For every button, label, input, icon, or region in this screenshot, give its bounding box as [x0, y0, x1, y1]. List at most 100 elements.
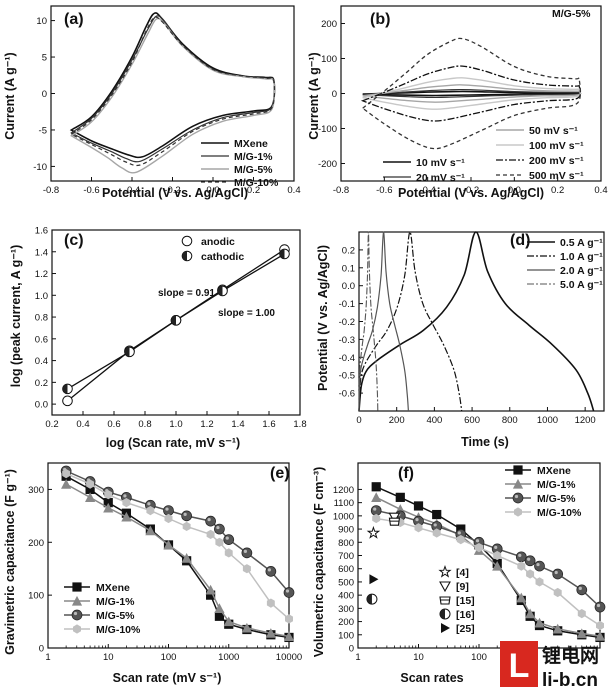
panel-f-data-point: [516, 592, 527, 603]
panel-e-data-point: [61, 479, 72, 489]
panel-e-data-point: [121, 511, 132, 522]
panel-f-data-point: [414, 523, 423, 533]
panel-a-xlabel: Potential (V vs. Ag/AgCl): [102, 186, 248, 200]
panel-a-ytick-label: -10: [33, 162, 47, 173]
panel-a-legend-item-text: M/G-1%: [234, 151, 273, 163]
panel-a-ytick-label: 10: [36, 16, 47, 27]
panel-d-ytick-label: -0.4: [339, 353, 355, 364]
panel-e-data-point: [146, 506, 155, 516]
panel-f-data-point: [594, 631, 606, 641]
panel-f-data-point: [534, 617, 545, 628]
panel-d-ytick-label: -0.3: [339, 335, 355, 346]
panel-f-data-point: [395, 492, 405, 502]
panel-b-legend-item-text: 500 mV s⁻¹: [529, 170, 584, 182]
panel-a-xtick-label: -0.4: [124, 185, 140, 196]
panel-f-reference-label: [4]: [456, 567, 469, 579]
panel-e-data-point: [164, 513, 173, 524]
panel-e-data-point-shine: [123, 494, 127, 498]
panel-e-data-point: [223, 616, 234, 627]
panel-c-cathodic-half: [171, 315, 176, 326]
panel-e-data-point: [265, 628, 276, 638]
panel-f-data-point: [552, 568, 564, 580]
panel-f-data-point: [372, 513, 381, 524]
panel-b-cv-curve: [362, 88, 582, 99]
panel-f-reference-label: [25]: [456, 623, 475, 635]
panel-f-ytick-label: 300: [338, 604, 354, 615]
panel-e-legend-text: MXene: [96, 582, 130, 594]
panel-f-legend: MXene M/G-1% M/G-5% M/G-10%: [505, 465, 582, 519]
panel-f-ytick-label: 200: [338, 617, 354, 628]
panel-e-ytick-label: 200: [28, 538, 44, 549]
panel-f-data-point: [525, 608, 536, 619]
panel-b-xtick-label: -0.2: [463, 185, 479, 196]
panel-e-data-point-shine: [243, 549, 247, 553]
panel-e-data-point: [205, 584, 216, 595]
watermark-logo-letter: L: [509, 647, 530, 685]
panel-d-label: (d): [510, 232, 530, 249]
panel-c-ytick-label: 0.6: [35, 334, 48, 345]
panel-d-xtick-label: 800: [502, 415, 518, 426]
panel-f-data-point: [552, 623, 563, 634]
panel-d-xtick-label: 400: [426, 415, 442, 426]
panel-a-legend-item-text: MXene: [234, 138, 268, 150]
panel-b-legend-item-text: 100 mV s⁻¹: [529, 140, 584, 152]
panel-a-ytick-label: -5: [39, 125, 47, 136]
panel-c-ytick-label: 1.2: [35, 269, 48, 280]
panel-e-data-point-shine: [165, 507, 169, 511]
panel-e-data-point: [283, 631, 295, 641]
panel-f-data-point-shine: [596, 603, 601, 608]
panel-e-data-point-shine: [216, 525, 220, 530]
panel-e-data-point: [181, 510, 192, 522]
panel-b-ytick-label: 200: [321, 19, 337, 30]
panel-f-ylabel: Volumetric capacitance (F cm⁻³): [312, 467, 326, 657]
panel-d-ytick-label: -0.1: [339, 299, 355, 310]
panel-f-ytick-label: 500: [338, 577, 354, 588]
panel-c-ytick-label: 1.6: [35, 226, 48, 237]
panel-e-ylabel: Gravimetric capacitance (F g⁻¹): [3, 469, 17, 655]
panel-d-xtick-label: 1000: [537, 415, 558, 426]
panel-c-anodic-point: [62, 395, 73, 407]
panel-b-cv-curve: [360, 65, 582, 122]
panel-d-legend-item-text: 1.0 A g⁻¹: [560, 251, 603, 263]
panel-e-xtick-label: 10000: [276, 652, 302, 663]
panel-f-data-point: [596, 620, 604, 631]
panel-e-xtick-label: 1: [45, 652, 50, 663]
panel-b-cv-curve: [362, 77, 582, 110]
panel-f-data-point-shine: [554, 570, 558, 575]
panel-a-legend-item-text: M/G-5%: [234, 164, 273, 176]
watermark: L 锂电网 li-b.cn: [500, 641, 599, 689]
panel-b-legend-item-text: 20 mV s⁻¹: [416, 172, 465, 184]
panel-c-cathodic-half: [217, 286, 223, 296]
panel-c-ytick-label: 1.4: [35, 247, 48, 258]
panel-e-legend-text: M/G-1%: [96, 596, 135, 608]
panel-f-data-point-shine: [527, 557, 531, 561]
panel-c: (c) anodic cathodic slope = 0.91 slope = …: [9, 226, 307, 451]
panel-b-cv-curve: [362, 84, 582, 103]
panel-d-xtick-label: 0: [356, 415, 361, 426]
panel-f-data-point: [475, 543, 483, 553]
panel-e-axes-frame: [47, 462, 290, 649]
panel-c-xtick-label: 0.4: [76, 419, 89, 430]
panel-a-cv-curve: [69, 12, 276, 159]
panel-e-data-point: [103, 498, 113, 508]
panel-b: (b) M/G-5% 10 mV s⁻¹20 mV s⁻¹50 mV s⁻¹10…: [307, 5, 608, 200]
panel-f-reference-point: [369, 574, 379, 585]
panel-f-ytick-label: 400: [338, 591, 354, 602]
panel-e-ytick-label: 0: [39, 644, 44, 655]
panel-f-reference-point: [366, 525, 381, 539]
panel-f-data-point-shine: [494, 545, 498, 549]
panel-d-ytick-label: -0.6: [339, 389, 355, 400]
panel-d-xtick-label: 1200: [575, 415, 596, 426]
panel-a-ytick-label: 0: [42, 89, 47, 100]
panel-e-data-point-shine: [147, 502, 151, 506]
panel-e-data-point-shine: [207, 518, 211, 522]
panel-d-gcd-curve: [358, 231, 463, 412]
panel-f-data-point-shine: [536, 562, 540, 567]
panel-e-data-point: [122, 498, 131, 508]
panel-e-data-point: [224, 548, 233, 558]
panel-c-ylabel: log (peak current, A g⁻¹): [9, 245, 23, 388]
panel-e-data-point: [62, 469, 71, 479]
